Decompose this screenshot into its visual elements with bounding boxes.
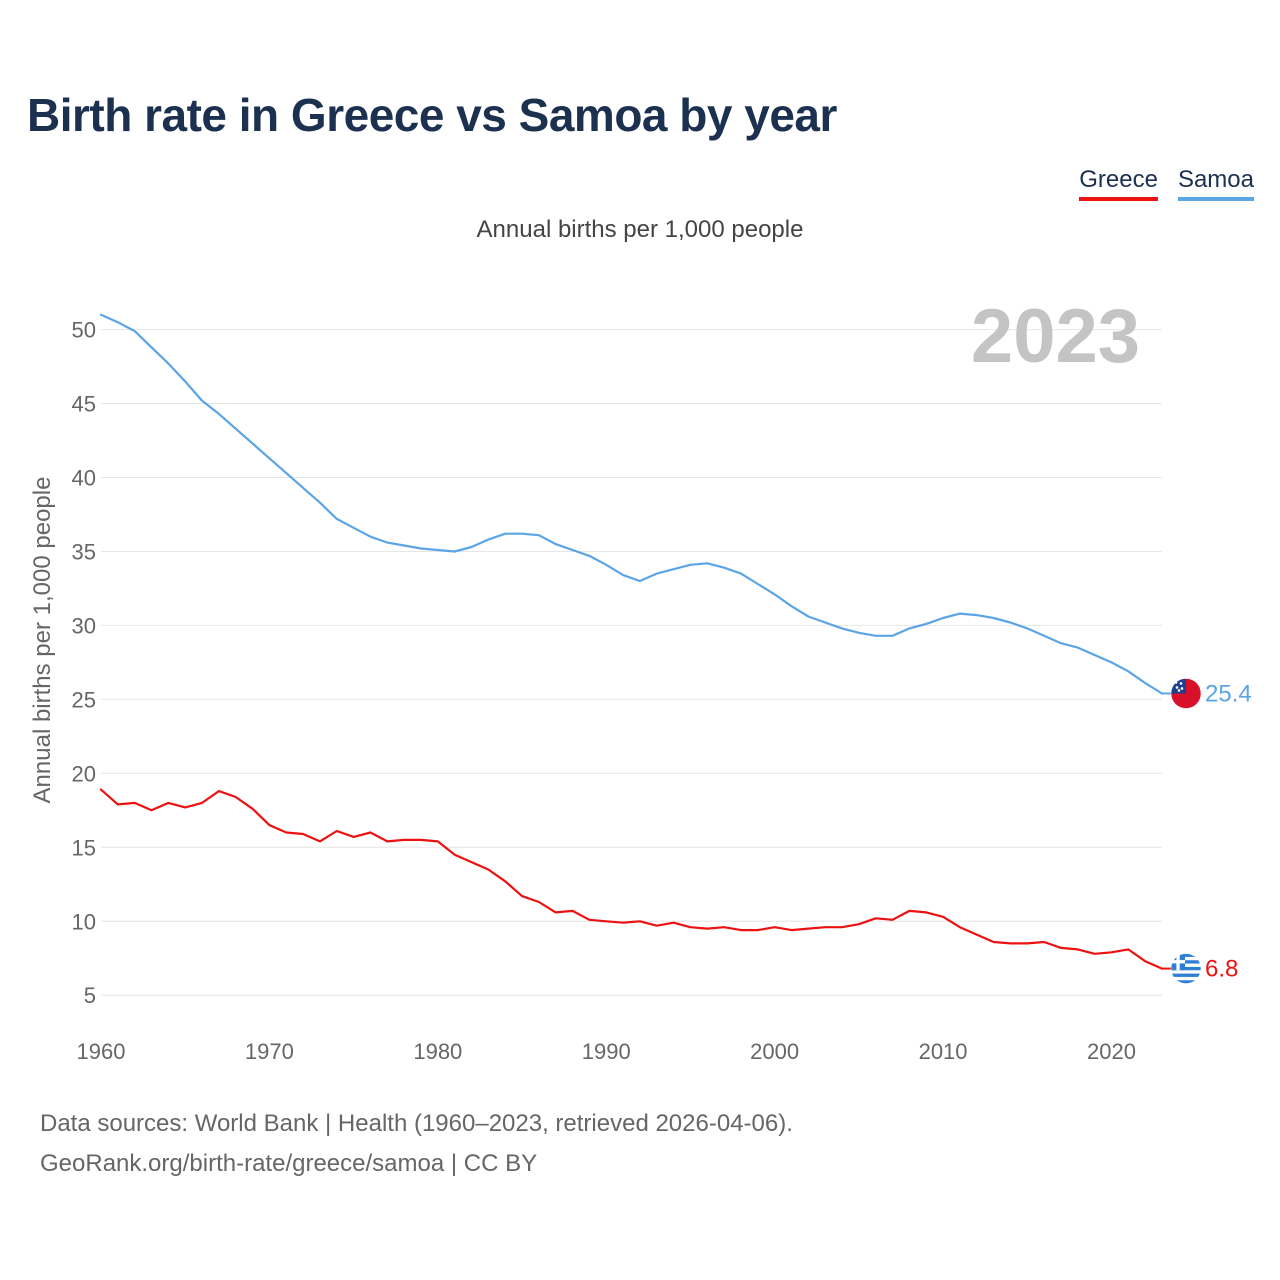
y-tick-label-50: 50: [72, 318, 96, 343]
legend-item-greece[interactable]: Greece: [1079, 165, 1158, 201]
legend-item-samoa[interactable]: Samoa: [1177, 165, 1254, 201]
page-title: Birth rate in Greece vs Samoa by year: [27, 89, 837, 141]
greece-flag-icon: [1171, 953, 1201, 984]
y-tick-label-40: 40: [72, 466, 96, 491]
footer: Data sources: World Bank | Health (1960–…: [40, 1104, 793, 1184]
x-tick-label-2020: 2020: [1087, 1039, 1136, 1064]
y-tick-label-35: 35: [72, 539, 96, 564]
x-tick-label-1980: 1980: [413, 1039, 462, 1064]
y-tick-label-10: 10: [72, 909, 96, 934]
samoa-end-value-label: 25.4: [1205, 680, 1252, 707]
chart-subtitle: Annual births per 1,000 people: [476, 216, 804, 243]
x-tick-label-1990: 1990: [582, 1039, 631, 1064]
x-tick-label-1970: 1970: [245, 1039, 294, 1064]
y-tick-label-25: 25: [72, 687, 96, 712]
legend: Greece Samoa: [1079, 165, 1254, 201]
y-tick-label-30: 30: [72, 613, 96, 638]
x-tick-label-1960: 1960: [77, 1039, 126, 1064]
y-tick-label-15: 15: [72, 835, 96, 860]
series-line-samoa: [99, 313, 1164, 695]
footer-attribution[interactable]: GeoRank.org/birth-rate/greece/samoa | CC…: [40, 1150, 538, 1177]
samoa-flag-ring: [1170, 678, 1202, 709]
y-tick-label-45: 45: [72, 392, 96, 417]
x-tick-label-2010: 2010: [919, 1039, 968, 1064]
footer-sources: Data sources: World Bank | Health (1960–…: [40, 1110, 793, 1137]
series-line-greece: [99, 788, 1164, 970]
greece-flag-ring: [1170, 953, 1202, 984]
y-tick-label-20: 20: [72, 761, 96, 786]
y-axis-label: Annual births per 1,000 people: [29, 477, 56, 804]
x-tick-label-2000: 2000: [750, 1039, 799, 1064]
year-watermark: 2023: [971, 294, 1140, 379]
greece-end-value-label: 6.8: [1205, 956, 1238, 983]
y-tick-label-5: 5: [84, 983, 96, 1008]
